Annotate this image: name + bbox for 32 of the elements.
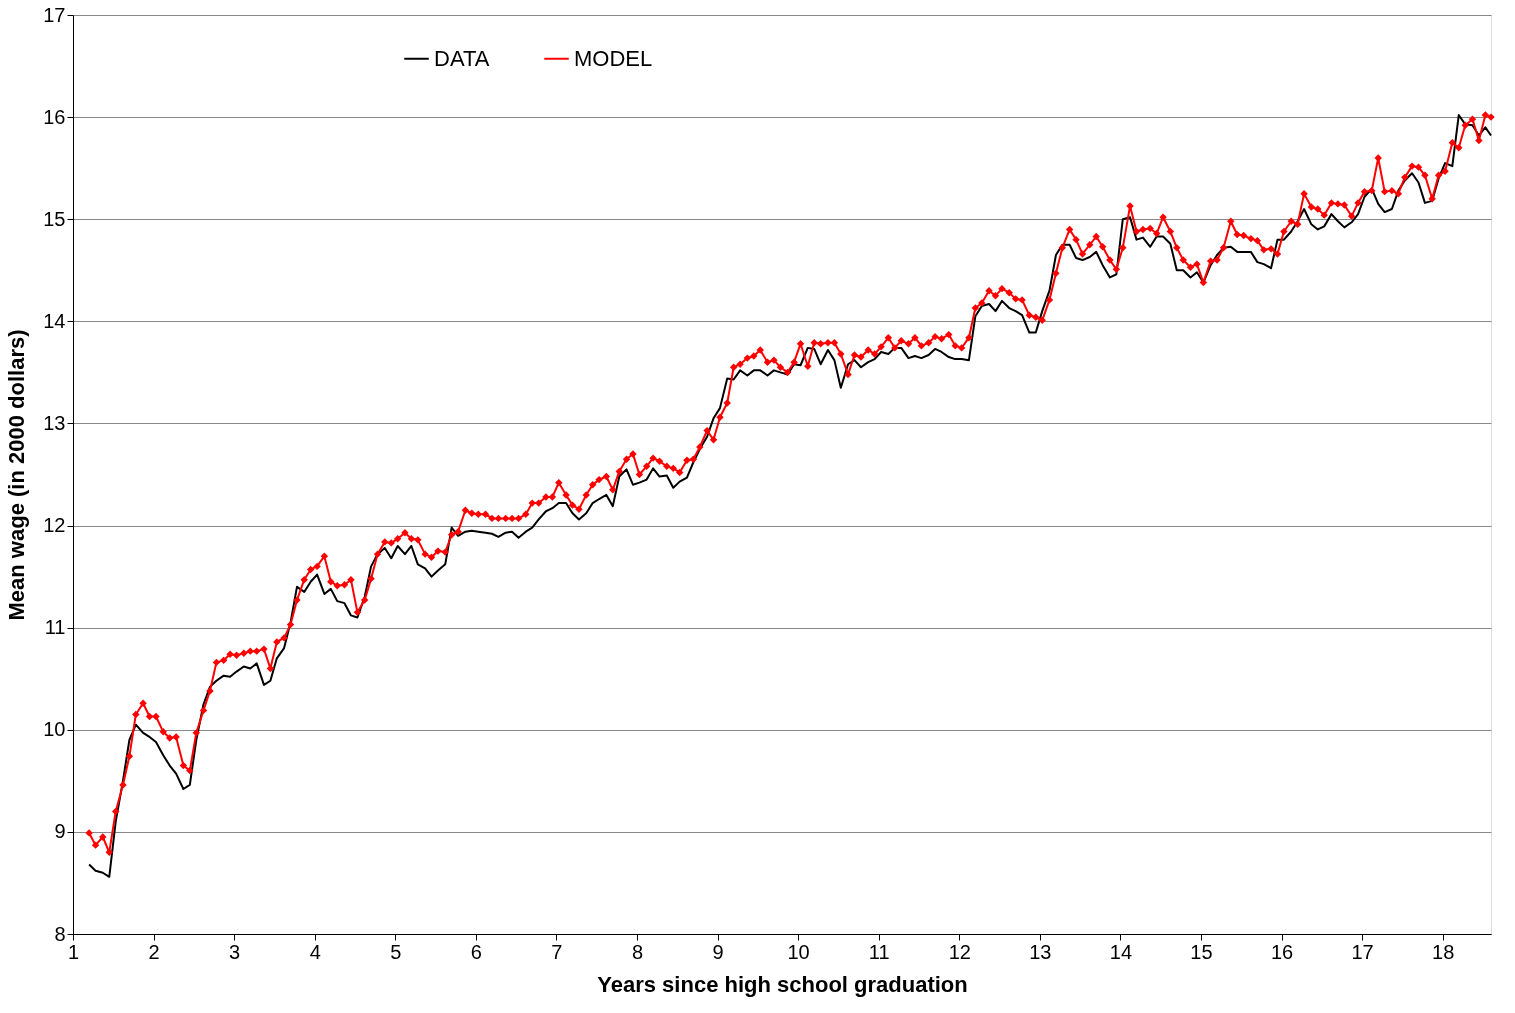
x-tick-label: 16 [1270,940,1294,963]
x-tick-label: 13 [1029,940,1052,963]
x-tick-label: 5 [390,940,402,963]
y-tick-label: 14 [43,309,66,332]
y-tick-label: 15 [43,207,66,230]
y-tick-label: 11 [44,616,66,639]
x-tick-label: 9 [712,940,724,963]
x-tick-label: 10 [787,940,810,963]
x-tick-label: 1 [67,940,80,963]
y-tick-label: 17 [43,3,66,26]
x-axis-title: Years since high school graduation [597,971,968,997]
x-tick-label: 15 [1190,940,1213,963]
x-tick-label: 6 [470,940,482,963]
x-tick-label: 3 [229,940,241,963]
y-axis-title: Mean wage (in 2000 dollars) [4,329,30,621]
y-tick-label: 16 [43,105,66,128]
y-tick-label: 8 [54,922,66,945]
x-tick-label: 2 [148,940,160,963]
x-tick-label: 17 [1351,940,1374,963]
x-tick-label: 7 [551,940,563,963]
y-tick-label: 12 [43,514,66,537]
y-tick-label: 9 [54,820,66,843]
legend-label: DATA [434,45,490,71]
y-tick-label: 13 [43,411,66,434]
x-tick-label: 11 [868,940,890,963]
y-tick-label: 10 [43,718,66,741]
x-tick-label: 4 [309,940,321,963]
x-tick-label: 8 [631,940,644,963]
x-tick-label: 12 [948,940,971,963]
legend-label: MODEL [574,45,653,71]
x-tick-label: 14 [1109,940,1133,963]
x-tick-label: 18 [1432,940,1455,963]
